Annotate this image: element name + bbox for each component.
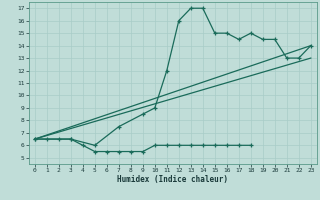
- X-axis label: Humidex (Indice chaleur): Humidex (Indice chaleur): [117, 175, 228, 184]
